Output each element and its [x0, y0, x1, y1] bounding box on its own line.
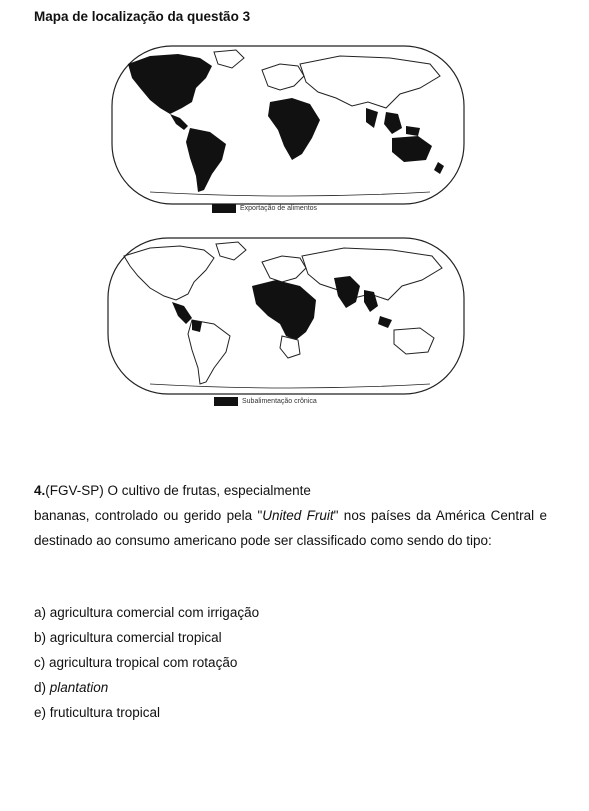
page-heading: Mapa de localização da questão 3 — [34, 9, 251, 24]
option-letter: a) — [34, 605, 50, 620]
legend-label: Subalimentação crônica — [242, 398, 317, 405]
option-text: plantation — [49, 680, 109, 695]
greenland-shape — [213, 49, 245, 69]
option-b[interactable]: b) agricultura comercial tropical — [34, 625, 259, 650]
option-letter: e) — [34, 705, 50, 720]
south-america-shape — [187, 319, 231, 385]
question-header: 4.(FGV-SP) O cultivo de frutas, especial… — [34, 478, 547, 503]
question-body: bananas, controlado ou gerido pela "Unit… — [34, 503, 547, 553]
option-text: agricultura comercial com irrigação — [49, 605, 260, 620]
south-asia-shape — [334, 276, 360, 308]
question-source: (FGV-SP) O cultivo de frutas, especialme… — [45, 483, 311, 498]
world-map-food-exports — [0, 42, 589, 207]
option-text: agricultura tropical com rotação — [49, 655, 238, 670]
option-letter: d) — [34, 680, 50, 695]
answer-options: a) agricultura comercial com irrigação b… — [34, 600, 259, 725]
option-text: fruticultura tropical — [49, 705, 161, 720]
europe-shape — [261, 255, 307, 283]
africa-shape — [268, 98, 320, 160]
asia-shape — [301, 247, 443, 301]
question-number: 4. — [34, 483, 46, 498]
option-text: agricultura comercial tropical — [49, 630, 222, 645]
north-america-shape — [123, 245, 215, 301]
legend-undernourishment: Subalimentação crônica — [214, 397, 317, 406]
asia-shape — [299, 55, 441, 109]
question-term: United Fruit — [262, 508, 334, 523]
world-map-undernourishment — [0, 232, 589, 397]
south-america-shape — [186, 128, 226, 192]
question-body-start: bananas, controlado ou gerido pela " — [34, 508, 263, 523]
australia-shape — [392, 136, 432, 162]
europe-shape — [261, 63, 305, 91]
question-body-end: " nos países da América Central e destin… — [34, 508, 547, 548]
australia-shape — [393, 327, 435, 355]
option-c[interactable]: c) agricultura tropical com rotação — [34, 650, 259, 675]
question-4: 4.(FGV-SP) O cultivo de frutas, especial… — [34, 478, 547, 553]
option-letter: c) — [34, 655, 49, 670]
africa-shape — [252, 280, 316, 340]
central-america-shape — [172, 302, 192, 324]
central-america-shape — [170, 114, 188, 130]
legend-swatch — [214, 397, 238, 406]
legend-label: Exportação de alimentos — [240, 205, 318, 212]
option-a[interactable]: a) agricultura comercial com irrigação — [34, 600, 259, 625]
option-letter: b) — [34, 630, 50, 645]
option-e[interactable]: e) fruticultura tropical — [34, 700, 259, 725]
greenland-shape — [215, 241, 247, 261]
option-d[interactable]: d) plantation — [34, 675, 259, 700]
north-america-shape — [128, 54, 212, 114]
legend-swatch — [212, 204, 236, 213]
legend-food-exports: Exportação de alimentos — [212, 204, 317, 213]
